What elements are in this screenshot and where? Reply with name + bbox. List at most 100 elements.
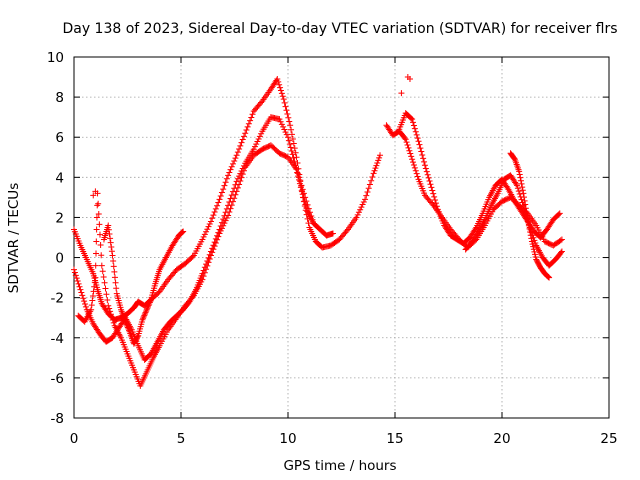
data-point bbox=[222, 217, 229, 224]
chart-title: Day 138 of 2023, Sidereal Day-to-day VTE… bbox=[62, 21, 617, 37]
series-track-8 bbox=[507, 150, 553, 281]
data-point bbox=[225, 172, 232, 179]
data-point bbox=[72, 272, 79, 279]
data-point bbox=[111, 268, 118, 275]
data-point bbox=[362, 196, 369, 203]
data-point bbox=[105, 222, 112, 229]
data-point bbox=[239, 136, 246, 143]
data-point bbox=[282, 129, 289, 136]
data-point bbox=[227, 166, 234, 173]
data-point bbox=[374, 160, 381, 167]
data-point bbox=[222, 179, 229, 186]
data-point bbox=[180, 228, 187, 235]
data-point bbox=[107, 311, 114, 318]
data-point bbox=[529, 241, 536, 248]
data-point bbox=[227, 205, 234, 212]
data-point bbox=[426, 178, 433, 185]
data-point bbox=[179, 229, 186, 236]
data-point bbox=[277, 87, 284, 94]
data-point bbox=[93, 238, 100, 245]
data-point bbox=[189, 294, 196, 301]
data-point bbox=[296, 174, 303, 181]
data-point bbox=[522, 201, 529, 208]
data-point bbox=[281, 126, 288, 133]
data-point bbox=[286, 118, 293, 125]
data-point bbox=[414, 135, 421, 142]
data-point bbox=[519, 184, 526, 191]
data-point bbox=[206, 255, 213, 262]
data-point bbox=[253, 141, 260, 148]
data-point bbox=[294, 170, 301, 177]
data-point bbox=[108, 314, 115, 321]
data-point bbox=[199, 236, 206, 243]
data-point bbox=[558, 249, 565, 256]
data-point bbox=[232, 155, 239, 162]
data-point bbox=[422, 165, 429, 172]
data-point bbox=[237, 142, 244, 149]
data-point bbox=[412, 167, 419, 174]
data-point bbox=[414, 173, 421, 180]
data-point bbox=[258, 99, 265, 106]
data-point bbox=[289, 135, 296, 142]
data-point bbox=[274, 76, 281, 83]
data-point bbox=[413, 131, 420, 138]
data-point bbox=[78, 289, 85, 296]
data-point bbox=[96, 221, 103, 228]
data-point bbox=[514, 185, 521, 192]
data-point bbox=[528, 238, 535, 245]
data-point bbox=[255, 135, 262, 142]
data-point bbox=[200, 233, 207, 240]
data-point bbox=[209, 215, 216, 222]
data-point bbox=[122, 320, 129, 327]
data-point bbox=[210, 246, 217, 253]
data-point bbox=[353, 214, 360, 221]
data-point bbox=[546, 274, 553, 281]
data-point bbox=[308, 213, 315, 220]
data-point bbox=[95, 211, 102, 218]
data-point bbox=[366, 181, 373, 188]
data-point bbox=[107, 235, 114, 242]
data-point bbox=[126, 327, 133, 334]
data-point bbox=[288, 147, 295, 154]
data-point bbox=[247, 117, 254, 124]
data-point bbox=[429, 187, 436, 194]
data-point bbox=[178, 229, 185, 236]
data-point bbox=[79, 292, 86, 299]
data-point bbox=[411, 125, 418, 132]
data-point bbox=[515, 188, 522, 195]
data-point bbox=[368, 177, 375, 184]
data-point bbox=[278, 90, 285, 97]
data-point bbox=[239, 171, 246, 178]
data-point bbox=[95, 200, 102, 207]
plot-frame bbox=[73, 56, 610, 419]
data-point bbox=[527, 229, 534, 236]
data-point bbox=[214, 202, 221, 209]
data-point bbox=[419, 151, 426, 158]
data-point bbox=[516, 190, 523, 197]
data-point bbox=[124, 323, 131, 330]
data-point bbox=[234, 149, 241, 156]
data-point bbox=[92, 274, 99, 281]
data-point bbox=[408, 153, 415, 160]
data-point bbox=[285, 114, 292, 121]
data-point bbox=[525, 222, 532, 229]
data-point bbox=[355, 209, 362, 216]
data-point bbox=[369, 174, 376, 181]
x-tick-label: 15 bbox=[386, 431, 403, 447]
data-point bbox=[221, 182, 228, 189]
y-axis-label: SDTVAR / TECUs bbox=[6, 183, 22, 293]
x-tick-label: 0 bbox=[70, 431, 79, 447]
data-point bbox=[206, 221, 213, 228]
data-point bbox=[421, 162, 428, 169]
data-point bbox=[532, 239, 539, 246]
data-point bbox=[404, 141, 411, 148]
data-point bbox=[275, 78, 282, 85]
data-point bbox=[108, 243, 115, 250]
data-point bbox=[373, 162, 380, 169]
data-point bbox=[329, 230, 336, 237]
data-point bbox=[214, 236, 221, 243]
data-point bbox=[141, 310, 148, 317]
data-point bbox=[517, 174, 524, 181]
data-point bbox=[432, 196, 439, 203]
data-point bbox=[146, 299, 153, 306]
